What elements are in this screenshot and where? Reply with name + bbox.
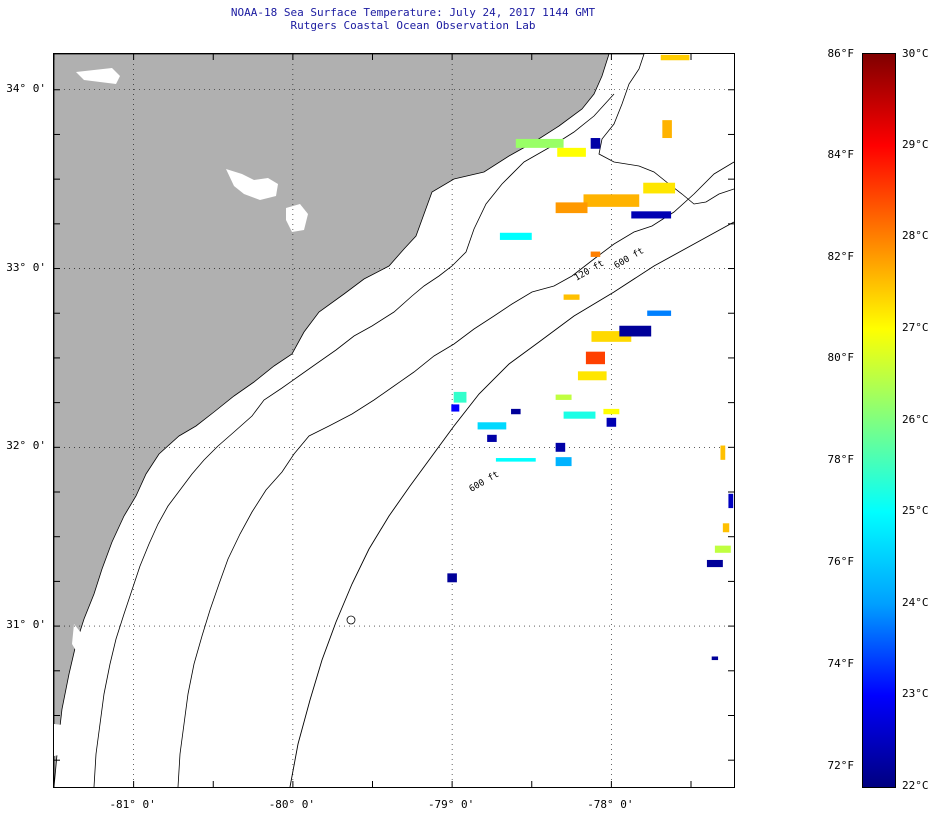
colorbar-celsius-label: 22°C — [902, 779, 929, 792]
colorbar-celsius-label: 28°C — [902, 229, 929, 243]
land-mass — [54, 54, 610, 787]
land-lake — [54, 724, 76, 756]
sst-pixel-patch — [453, 391, 467, 403]
contour-label: 600 ft — [468, 470, 501, 495]
land-lake — [76, 68, 120, 84]
longitude-label: -81° 0' — [109, 798, 156, 811]
sst-pixel-patch — [555, 394, 572, 400]
sst-pixel-patch — [583, 194, 640, 207]
colorbar-fahrenheit-label: 84°F — [827, 147, 855, 161]
colorbar-celsius-label: 26°C — [902, 412, 929, 426]
sst-pixel-patch — [631, 211, 672, 219]
colorbar — [862, 53, 896, 788]
graticule — [54, 54, 734, 787]
colorbar-gradient — [863, 54, 895, 787]
colorbar-fahrenheit-label: 74°F — [827, 656, 855, 670]
colorbar-fahrenheit-label: 78°F — [827, 453, 855, 467]
land-lake — [72, 624, 82, 654]
sst-pixel-patch — [563, 294, 580, 300]
sst-pixel-patch — [606, 417, 617, 427]
sst-pixel-patch — [585, 351, 606, 365]
sst-pixel-patch — [557, 147, 586, 157]
colorbar-celsius-label: 24°C — [902, 595, 929, 609]
sst-pixel-patch — [447, 573, 457, 583]
sst-pixel-patch — [711, 656, 719, 661]
colorbar-fahrenheit-label: 86°F — [827, 47, 855, 60]
longitude-label: -80° 0' — [268, 798, 316, 811]
colorbar-fahrenheit-label: 82°F — [827, 249, 855, 263]
sst-pixel-patch — [643, 182, 676, 194]
sst-pixel-patch — [563, 411, 596, 419]
colorbar-celsius-label: 30°C — [902, 47, 929, 60]
sst-pixel-patch — [511, 408, 521, 415]
land-lake — [286, 204, 308, 232]
longitude-label: -79° 0' — [427, 798, 475, 811]
sst-pixel-patch — [706, 559, 723, 568]
sst-pixel-patch — [619, 325, 652, 337]
colorbar-celsius-label: 25°C — [902, 504, 929, 518]
sst-pixel-patch — [495, 458, 536, 462]
sst-pixel-patch — [477, 422, 507, 430]
latitude-label: 31° 0' — [6, 618, 46, 632]
contour-label: 600 ft — [613, 246, 646, 271]
sst-pixel-patch — [451, 404, 460, 412]
colorbar-celsius-label: 23°C — [902, 687, 929, 701]
colorbar-fahrenheit-label: 76°F — [827, 555, 855, 569]
contour-120ft — [93, 93, 615, 787]
sst-pixel-patch — [647, 310, 672, 316]
sst-pixel-patch — [714, 545, 731, 553]
seamount-contour — [346, 615, 356, 625]
sst-pixel-patch — [728, 493, 734, 509]
sst-pixel-patch — [660, 54, 690, 61]
sst-pixel-patch — [720, 445, 726, 460]
colorbar-fahrenheit-label: 80°F — [827, 351, 855, 365]
title-line-1: NOAA-18 Sea Surface Temperature: July 24… — [230, 6, 596, 19]
sst-pixel-patch — [555, 442, 566, 452]
map-title: NOAA-18 Sea Surface Temperature: July 24… — [0, 6, 826, 32]
colorbar-celsius-label: 27°C — [902, 320, 929, 334]
sst-pixel-patch — [555, 457, 572, 467]
title-line-2: Rutgers Coastal Ocean Observation Lab — [290, 19, 536, 32]
sst-data-layer — [447, 54, 734, 661]
sst-pixel-patch — [590, 251, 601, 257]
colorbar-celsius-label: 29°C — [902, 137, 929, 151]
sst-pixel-patch — [577, 371, 607, 381]
map-panel[interactable]: 120 ft 600 ft 600 ft — [53, 53, 735, 788]
land-lake — [226, 169, 278, 200]
latitude-label: 34° 0' — [6, 81, 46, 95]
sst-pixel-patch — [591, 331, 632, 342]
sst-pixel-patch — [487, 434, 497, 442]
contour-600ft — [289, 221, 734, 787]
sst-pixel-patch — [590, 138, 601, 149]
sst-pixel-patch — [499, 232, 532, 240]
latitude-label: 33° 0' — [6, 260, 46, 274]
sst-pixel-patch — [662, 120, 672, 139]
sst-pixel-patch — [603, 408, 620, 415]
colorbar-fahrenheit-label: 72°F — [827, 758, 855, 772]
longitude-label: -78° 0' — [587, 798, 634, 811]
sst-pixel-patch — [555, 202, 588, 214]
sst-pixel-patch — [722, 523, 730, 533]
latitude-label: 32° 0' — [6, 439, 46, 453]
sst-pixel-patch — [515, 138, 564, 148]
contour-mid-shelf — [177, 161, 734, 787]
